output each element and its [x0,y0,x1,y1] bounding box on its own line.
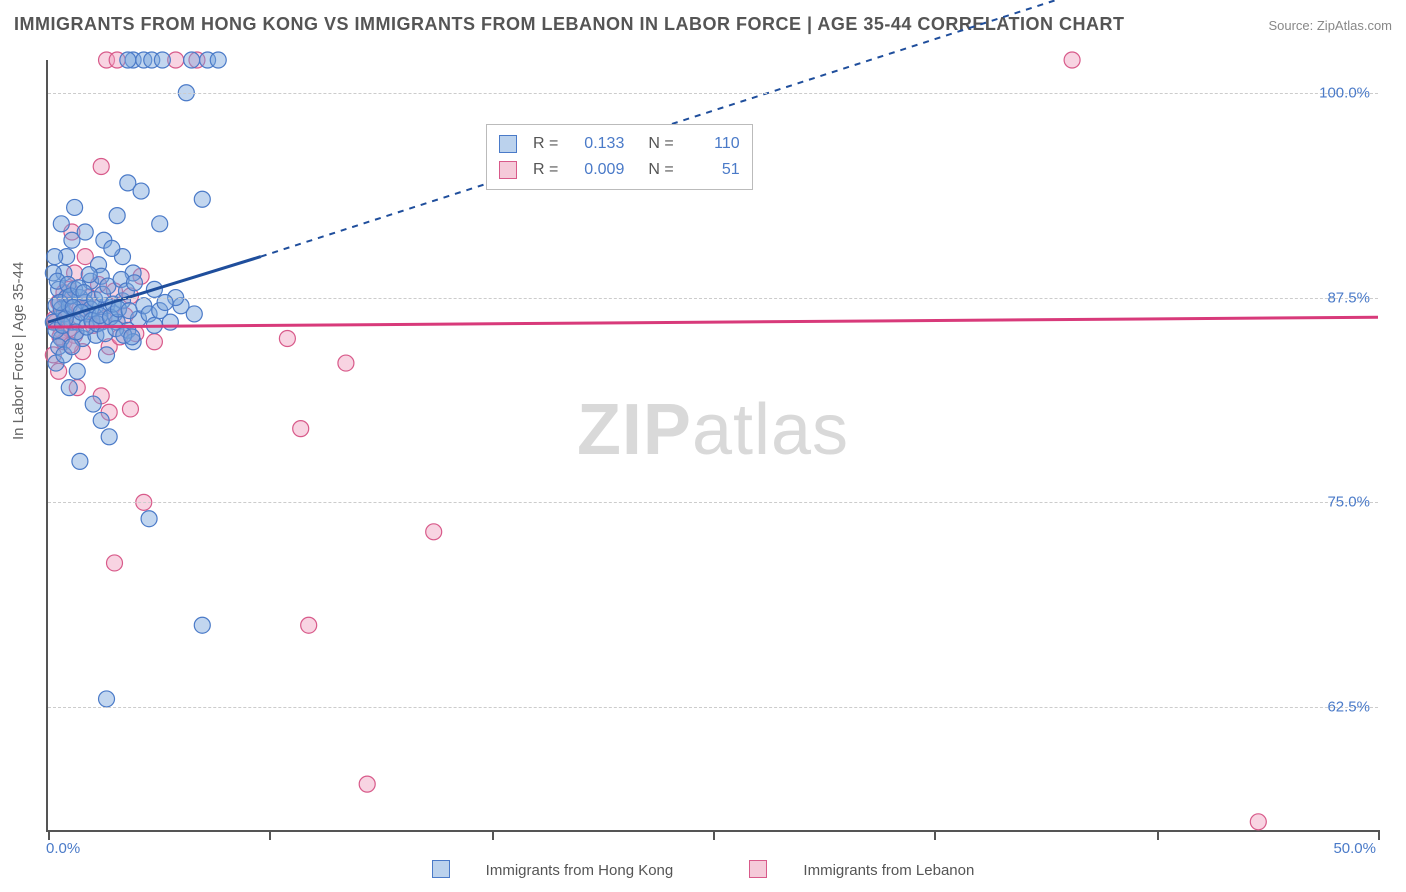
correlation-legend: R =0.133N =110R =0.009N =51 [486,124,753,190]
data-point [194,191,210,207]
data-point [126,275,142,291]
data-point [109,208,125,224]
data-point [133,183,149,199]
data-point [93,158,109,174]
x-tick [492,830,494,840]
plot-area: ZIPatlas R =0.133N =110R =0.009N =51 62.… [46,60,1378,832]
data-point [184,52,200,68]
data-point [93,412,109,428]
data-point [72,453,88,469]
data-point [121,303,137,319]
x-tick [713,830,715,840]
data-point [194,617,210,633]
data-point [122,401,138,417]
data-point [426,524,442,540]
data-point [47,249,63,265]
y-axis-label: In Labor Force | Age 35-44 [10,262,27,440]
corr-row: R =0.009N =51 [499,157,740,183]
data-point [64,339,80,355]
swatch-blue-icon [432,860,450,878]
data-point [1064,52,1080,68]
data-point [293,421,309,437]
data-point [338,355,354,371]
swatch-pink-icon [749,860,767,878]
legend-bottom: Immigrants from Hong Kong Immigrants fro… [0,860,1406,879]
data-point [1250,814,1266,830]
chart-container: { "title": "IMMIGRANTS FROM HONG KONG VS… [0,0,1406,892]
legend-item-pink: Immigrants from Lebanon [731,862,992,879]
data-point [69,363,85,379]
x-tick [1157,830,1159,840]
swatch-blue-icon [499,135,517,153]
data-point [301,617,317,633]
corr-row: R =0.133N =110 [499,131,740,157]
data-point [99,691,115,707]
x-tick [934,830,936,840]
y-tick-label: 62.5% [1327,699,1370,716]
data-point [101,429,117,445]
data-point [120,52,136,68]
gridline-h [48,502,1378,503]
y-tick-label: 87.5% [1327,289,1370,306]
y-tick-label: 75.0% [1327,494,1370,511]
data-point [67,199,83,215]
data-point [53,216,69,232]
data-point [85,396,101,412]
data-point [77,224,93,240]
data-point [81,267,97,283]
data-point [359,776,375,792]
data-point [104,240,120,256]
x-tick [269,830,271,840]
data-point [61,380,77,396]
legend-blue-label: Immigrants from Hong Kong [486,862,674,879]
swatch-pink-icon [499,161,517,179]
data-point [154,52,170,68]
gridline-h [48,298,1378,299]
data-point [146,334,162,350]
legend-pink-label: Immigrants from Lebanon [803,862,974,879]
data-point [124,329,140,345]
data-point [279,331,295,347]
y-tick-label: 100.0% [1319,84,1370,101]
gridline-h [48,707,1378,708]
legend-item-blue: Immigrants from Hong Kong [414,862,692,879]
x-tick [1378,830,1380,840]
data-point [186,306,202,322]
data-point [152,216,168,232]
data-point [210,52,226,68]
source-attribution: Source: ZipAtlas.com [1268,18,1392,33]
data-point [107,555,123,571]
gridline-h [48,93,1378,94]
trend-line [261,0,1378,257]
x-axis-max-label: 50.0% [1333,840,1376,857]
trend-line [48,317,1378,327]
data-point [99,347,115,363]
x-axis-min-label: 0.0% [46,840,80,857]
x-tick [48,830,50,840]
data-point [141,511,157,527]
